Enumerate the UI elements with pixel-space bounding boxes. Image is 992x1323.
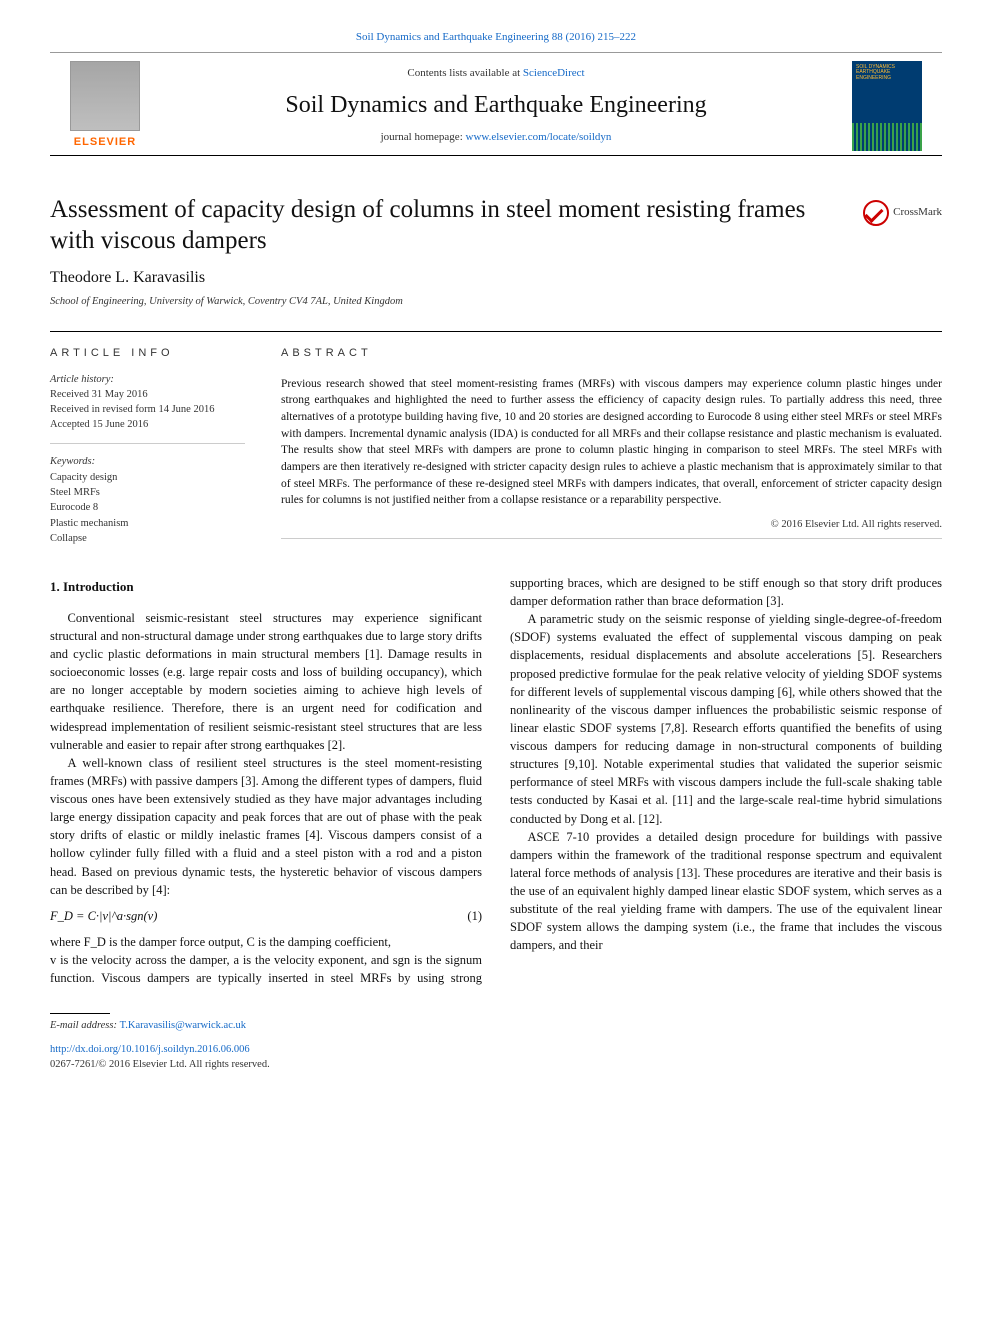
contents-line: Contents lists available at ScienceDirec…	[150, 66, 842, 82]
abstract-text: Previous research showed that steel mome…	[281, 372, 942, 509]
article-head: Assessment of capacity design of columns…	[50, 194, 942, 257]
issn-line: 0267-7261/© 2016 Elsevier Ltd. All right…	[50, 1057, 942, 1072]
email-line: E-mail address: T.Karavasilis@warwick.ac…	[50, 1018, 942, 1033]
journal-ref: Soil Dynamics and Earthquake Engineering…	[50, 30, 942, 46]
article-body: 1. Introduction Conventional seismic-res…	[50, 574, 942, 987]
journal-title: Soil Dynamics and Earthquake Engineering	[150, 88, 842, 123]
author-name: Theodore L. Karavasilis	[50, 266, 942, 289]
footer-divider climbed	[50, 1013, 110, 1014]
body-paragraph: A parametric study on the seismic respon…	[510, 610, 942, 828]
copyright-line: © 2016 Elsevier Ltd. All rights reserved…	[281, 517, 942, 532]
author-affiliation: School of Engineering, University of War…	[50, 294, 942, 309]
keyword: Plastic mechanism	[50, 516, 245, 531]
contents-text: Contents lists available at	[407, 67, 522, 79]
history-label: Article history:	[50, 372, 245, 387]
equation: F_D = C·|v|^a·sgn(v)	[50, 907, 157, 925]
journal-cover-thumb: SOIL DYNAMICS EARTHQUAKE ENGINEERING	[852, 61, 922, 151]
masthead: ELSEVIER Contents lists available at Sci…	[50, 52, 942, 156]
keyword: Steel MRFs	[50, 485, 245, 500]
publisher-logo-block: ELSEVIER	[60, 61, 150, 151]
body-paragraph: ASCE 7-10 provides a detailed design pro…	[510, 828, 942, 955]
body-paragraph: A well-known class of resilient steel st…	[50, 754, 482, 899]
homepage-text: journal homepage:	[381, 131, 466, 143]
keywords-label: Keywords:	[50, 454, 245, 469]
keyword: Eurocode 8	[50, 500, 245, 515]
keyword: Capacity design	[50, 470, 245, 485]
abstract-rule	[281, 538, 942, 539]
cover-text: SOIL DYNAMICS EARTHQUAKE ENGINEERING	[852, 61, 922, 86]
article-history: Article history: Received 31 May 2016 Re…	[50, 372, 245, 444]
cover-graphic	[852, 123, 922, 151]
keywords-block: Keywords: Capacity design Steel MRFs Eur…	[50, 454, 245, 546]
section-heading-introduction: 1. Introduction	[50, 578, 482, 597]
elsevier-wordmark: ELSEVIER	[74, 135, 136, 151]
article-info-col: article info Article history: Received 3…	[50, 331, 245, 546]
history-accepted: Accepted 15 June 2016	[50, 417, 245, 432]
body-paragraph: where F_D is the damper force output, C …	[50, 933, 482, 951]
article-info-label: article info	[50, 332, 245, 372]
elsevier-tree-icon	[70, 61, 140, 131]
email-link[interactable]: T.Karavasilis@warwick.ac.uk	[120, 1020, 246, 1031]
crossmark-label: CrossMark	[893, 205, 942, 221]
equation-number: (1)	[467, 907, 482, 925]
journal-cover-block: SOIL DYNAMICS EARTHQUAKE ENGINEERING	[842, 61, 932, 151]
doi-line: http://dx.doi.org/10.1016/j.soildyn.2016…	[50, 1042, 942, 1057]
article-title: Assessment of capacity design of columns…	[50, 194, 863, 257]
footer-block: E-mail address: T.Karavasilis@warwick.ac…	[50, 1013, 942, 1072]
keyword: Collapse	[50, 531, 245, 546]
masthead-center: Contents lists available at ScienceDirec…	[150, 66, 842, 147]
history-received: Received 31 May 2016	[50, 387, 245, 402]
equation-row: F_D = C·|v|^a·sgn(v) (1)	[50, 907, 482, 925]
homepage-link[interactable]: www.elsevier.com/locate/soildyn	[466, 131, 612, 143]
email-label: E-mail address:	[50, 1020, 120, 1031]
crossmark-icon	[863, 200, 889, 226]
body-paragraph: Conventional seismic-resistant steel str…	[50, 609, 482, 754]
info-abstract-row: article info Article history: Received 3…	[50, 331, 942, 546]
sciencedirect-link[interactable]: ScienceDirect	[523, 67, 585, 79]
crossmark-widget[interactable]: CrossMark	[863, 200, 942, 226]
abstract-label: abstract	[281, 332, 942, 372]
abstract-col: abstract Previous research showed that s…	[281, 331, 942, 546]
history-revised: Received in revised form 14 June 2016	[50, 402, 245, 417]
doi-link[interactable]: http://dx.doi.org/10.1016/j.soildyn.2016…	[50, 1044, 250, 1055]
homepage-line: journal homepage: www.elsevier.com/locat…	[150, 130, 842, 146]
